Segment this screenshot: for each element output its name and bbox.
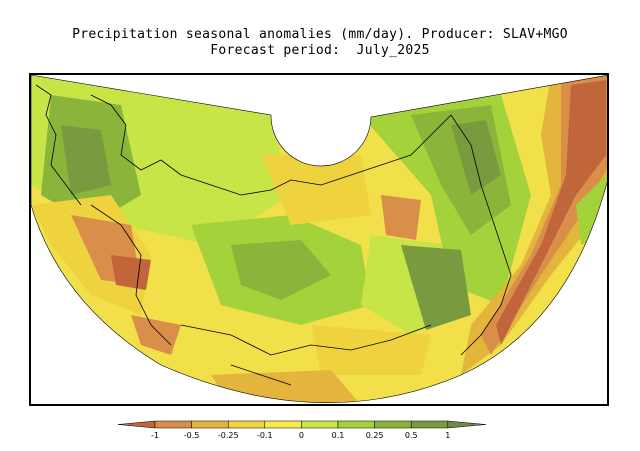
colorbar-tick-label: 0.1 bbox=[332, 431, 345, 440]
colorbar-tick-label: 0.5 bbox=[405, 431, 418, 440]
map-frame bbox=[29, 73, 609, 406]
colorbar-swatch bbox=[410, 420, 449, 429]
colorbar: -1 -0.5 -0.25 -0.1 0 0.1 0.25 0.5 1 bbox=[117, 420, 486, 440]
colorbar-swatch bbox=[154, 420, 192, 429]
colorbar-swatch bbox=[337, 420, 375, 429]
colorbar-tick-label: 0 bbox=[299, 431, 304, 440]
map-title: Precipitation seasonal anomalies (mm/day… bbox=[72, 27, 568, 42]
colorbar-swatch bbox=[264, 420, 302, 429]
forecast-period: Forecast period: July_2025 bbox=[210, 43, 430, 58]
colorbar-swatch bbox=[374, 420, 412, 429]
colorbar-arrow-right bbox=[447, 420, 486, 429]
colorbar-tick-label: -0.25 bbox=[218, 431, 239, 440]
colorbar-swatch bbox=[301, 420, 339, 429]
colorbar-tick-label: 0.25 bbox=[366, 431, 384, 440]
colorbar-arrow-left bbox=[117, 420, 156, 429]
anomaly-region-strong-wet bbox=[61, 125, 111, 195]
anomaly-region-dry bbox=[381, 195, 421, 240]
map-outline bbox=[31, 75, 607, 403]
anomaly-region-dry bbox=[131, 315, 181, 355]
coastlines bbox=[35, 84, 512, 386]
colorbar-swatch bbox=[227, 420, 266, 429]
colorbar-tick-label: 1 bbox=[445, 431, 450, 440]
colorbar-tick-label: -1 bbox=[151, 431, 159, 440]
colorbar-tick-label: -0.5 bbox=[184, 431, 200, 440]
anomaly-region-slight-dry bbox=[261, 155, 371, 225]
anomaly-region-strong-dry bbox=[496, 80, 606, 345]
anomaly-map bbox=[31, 75, 607, 403]
anomaly-field bbox=[31, 75, 607, 403]
anomaly-region-strong-wet bbox=[451, 120, 501, 195]
colorbar-tick-label: -0.1 bbox=[257, 431, 273, 440]
anomaly-region-strong-wet bbox=[401, 245, 471, 330]
anomaly-region-more-wet bbox=[231, 240, 331, 300]
colorbar-swatch bbox=[191, 420, 229, 429]
anomaly-region-slight-dry bbox=[311, 325, 431, 375]
anomaly-region-strong-dry bbox=[111, 255, 151, 290]
